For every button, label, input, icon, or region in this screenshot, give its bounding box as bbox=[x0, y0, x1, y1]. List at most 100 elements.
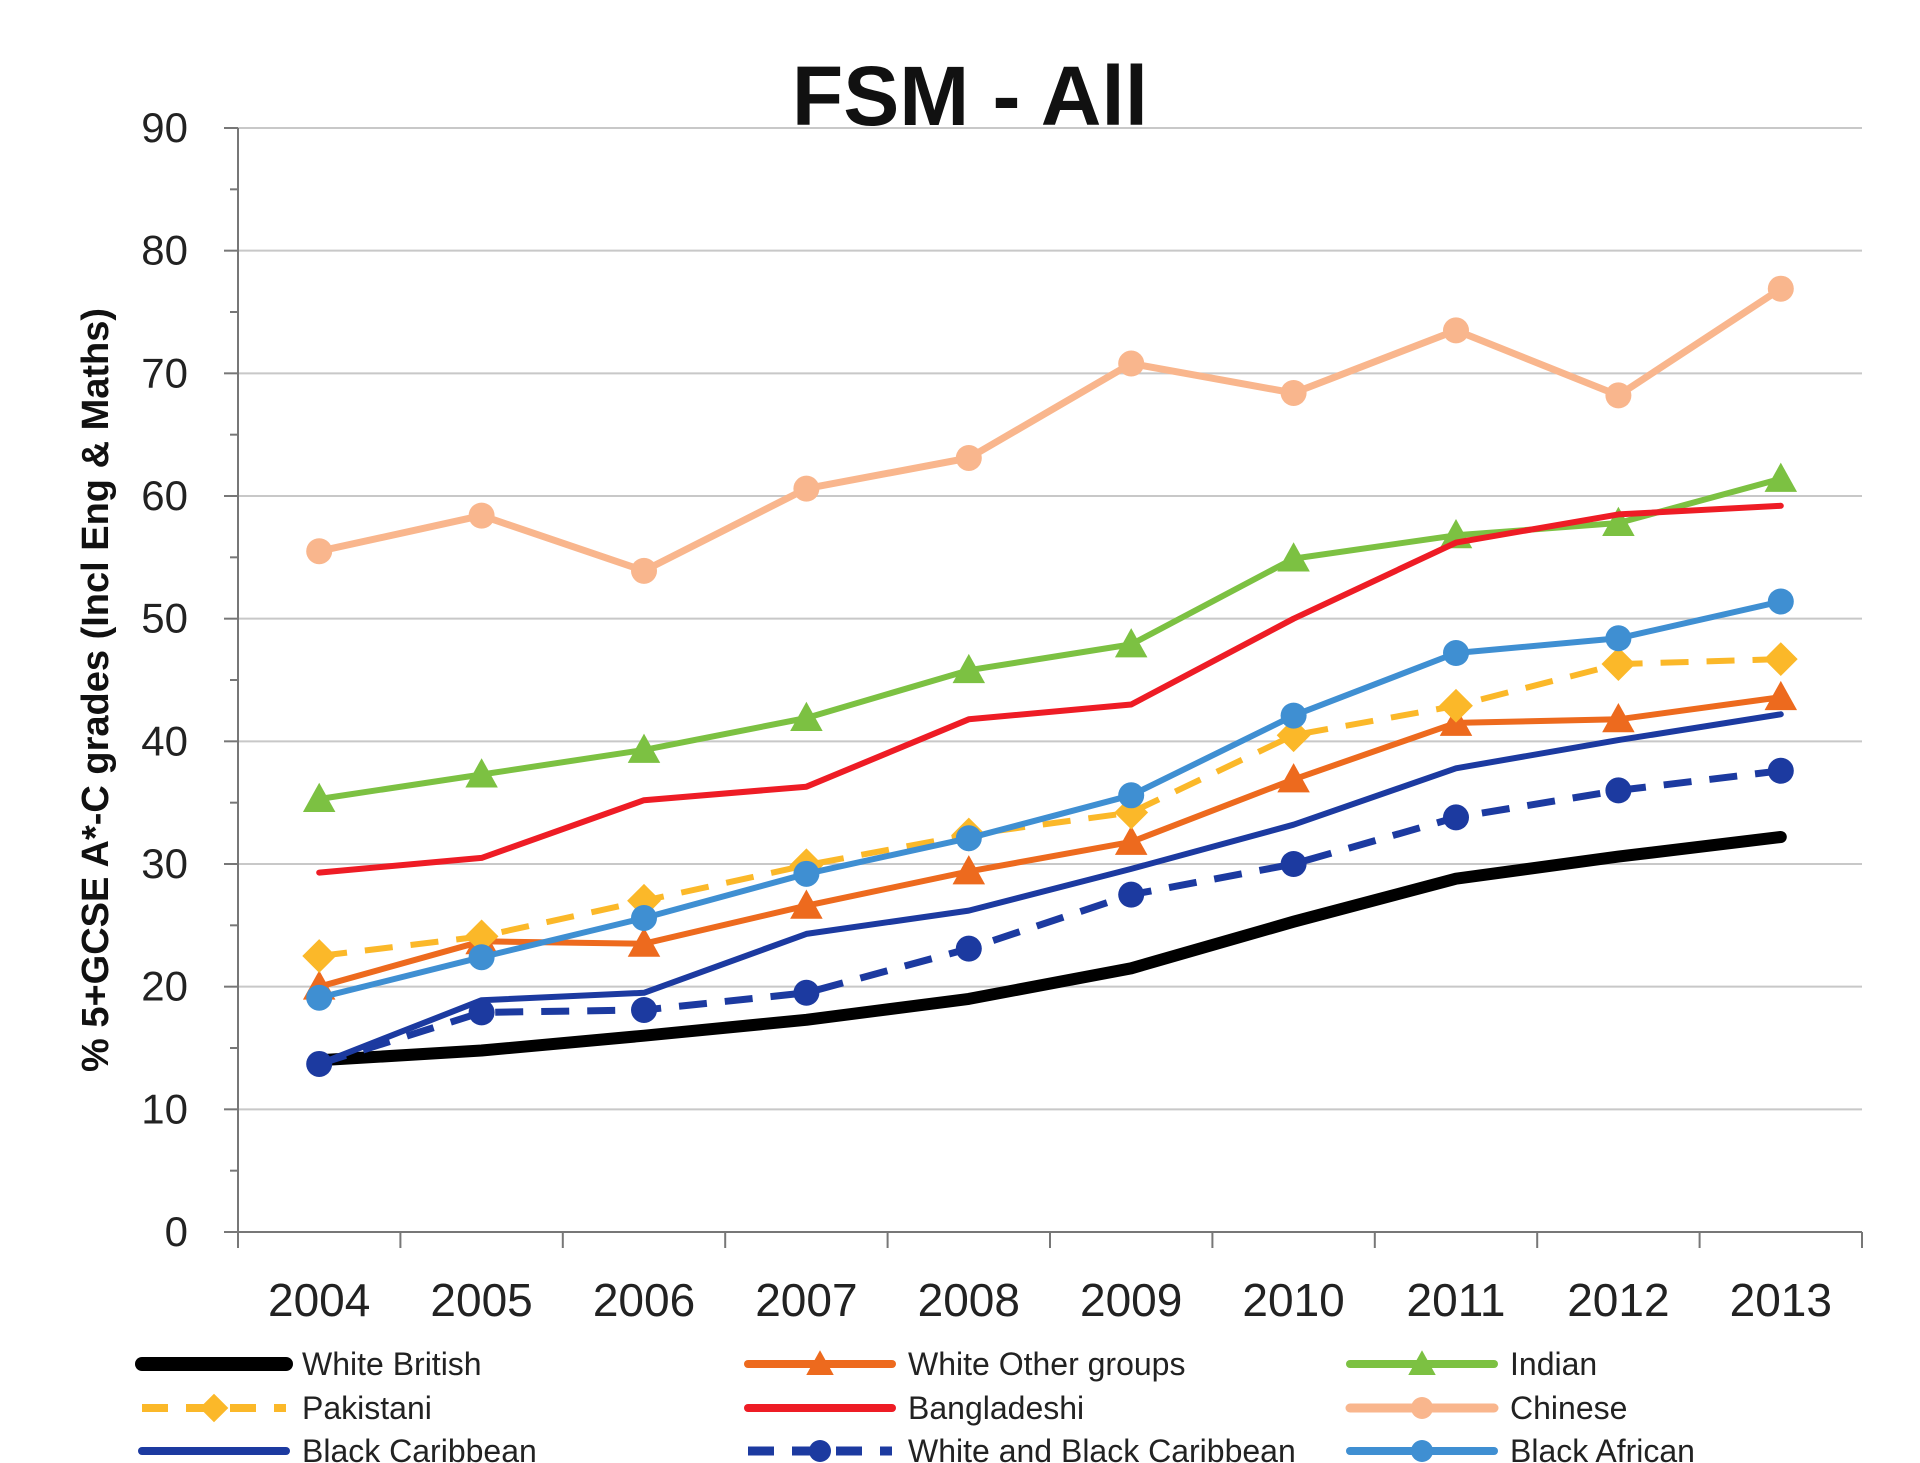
data-point bbox=[1767, 757, 1794, 784]
data-point bbox=[306, 984, 333, 1011]
data-point bbox=[790, 701, 823, 732]
data-point bbox=[1767, 588, 1794, 615]
series-line bbox=[316, 598, 1784, 1001]
data-point bbox=[1114, 628, 1148, 658]
data-point bbox=[1443, 640, 1469, 667]
x-tick-label: 2013 bbox=[1730, 1274, 1832, 1326]
data-point bbox=[1763, 642, 1798, 677]
series-line bbox=[318, 656, 1781, 959]
data-point bbox=[464, 919, 499, 954]
data-point bbox=[1280, 702, 1307, 729]
series-line bbox=[316, 694, 1784, 990]
data-point bbox=[1280, 379, 1307, 406]
y-tick-label: 30 bbox=[141, 840, 188, 887]
legend-label: Indian bbox=[1510, 1346, 1597, 1382]
data-point bbox=[465, 758, 498, 788]
data-point bbox=[955, 825, 982, 852]
series-line bbox=[316, 502, 1784, 876]
legend-item: White Other groups bbox=[744, 1346, 1185, 1382]
data-point bbox=[1443, 804, 1469, 831]
y-axis-label: % 5+GCSE A*-C grades (Incl Eng & Maths) bbox=[75, 308, 117, 1072]
data-point bbox=[302, 782, 336, 812]
data-point bbox=[955, 444, 982, 471]
data-point bbox=[793, 860, 820, 887]
legend-item: Black Caribbean bbox=[138, 1433, 537, 1463]
data-point bbox=[1605, 382, 1632, 409]
legend-item: White and Black Caribbean bbox=[748, 1433, 1296, 1463]
data-point bbox=[955, 935, 982, 962]
y-tick-label: 50 bbox=[141, 595, 188, 642]
x-tick-label: 2006 bbox=[593, 1274, 695, 1326]
data-point bbox=[627, 733, 661, 763]
legend-marker bbox=[1411, 1397, 1433, 1419]
legend-label: Chinese bbox=[1510, 1390, 1627, 1426]
data-point bbox=[468, 999, 495, 1026]
data-point bbox=[1277, 542, 1310, 572]
x-tick-label: 2008 bbox=[918, 1274, 1020, 1326]
data-point bbox=[302, 939, 337, 973]
data-point bbox=[306, 1050, 333, 1077]
data-point bbox=[631, 996, 657, 1023]
data-point bbox=[952, 855, 986, 885]
x-tick-label: 2005 bbox=[430, 1274, 532, 1326]
legend-item: White British bbox=[135, 1346, 482, 1382]
y-tick-label: 70 bbox=[141, 349, 188, 396]
x-tick-label: 2009 bbox=[1080, 1274, 1182, 1326]
legend-label: Black Caribbean bbox=[302, 1433, 537, 1463]
legend-label: Black African bbox=[1510, 1433, 1695, 1463]
data-point bbox=[1764, 680, 1798, 711]
data-point bbox=[1605, 777, 1632, 804]
series-line bbox=[313, 831, 1787, 1067]
x-tick-label: 2011 bbox=[1407, 1274, 1506, 1326]
series-line bbox=[316, 711, 1784, 1067]
data-point bbox=[1280, 851, 1307, 877]
series-black-african bbox=[306, 588, 1794, 1011]
series-bangladeshi bbox=[316, 502, 1784, 876]
legend-item: Indian bbox=[1346, 1346, 1597, 1382]
data-point bbox=[631, 904, 657, 931]
y-tick-label: 80 bbox=[141, 227, 188, 274]
legend-label: White British bbox=[302, 1346, 482, 1382]
data-point bbox=[1277, 763, 1310, 793]
x-tick-label: 2007 bbox=[755, 1274, 857, 1326]
series-white-british bbox=[313, 831, 1787, 1067]
x-tick-label: 2010 bbox=[1242, 1274, 1344, 1326]
data-point bbox=[1767, 275, 1794, 302]
y-tick-label: 40 bbox=[141, 717, 188, 764]
data-point bbox=[1602, 506, 1635, 536]
legend-item: Black African bbox=[1346, 1433, 1695, 1463]
legend-label: Bangladeshi bbox=[908, 1390, 1084, 1426]
data-point bbox=[1118, 782, 1145, 809]
x-tick-label: 2012 bbox=[1567, 1274, 1669, 1326]
legend-marker bbox=[1408, 1350, 1436, 1375]
series-lines bbox=[302, 275, 1798, 1077]
data-point bbox=[1114, 825, 1148, 855]
data-point bbox=[1439, 688, 1473, 723]
legend-label: White and Black Caribbean bbox=[908, 1433, 1296, 1463]
data-point bbox=[793, 979, 820, 1006]
data-point bbox=[1118, 350, 1145, 377]
y-tick-label: 10 bbox=[141, 1085, 188, 1132]
y-tick-label: 0 bbox=[165, 1208, 188, 1255]
legend-marker bbox=[1411, 1440, 1433, 1462]
data-point bbox=[1764, 462, 1798, 492]
data-point bbox=[306, 538, 333, 565]
data-point bbox=[468, 502, 495, 529]
data-point bbox=[1602, 703, 1635, 733]
data-point bbox=[1118, 881, 1145, 908]
legend-item: Chinese bbox=[1345, 1390, 1627, 1426]
y-tick-label: 60 bbox=[141, 472, 188, 519]
legend-marker bbox=[809, 1440, 831, 1462]
legend-label: Pakistani bbox=[302, 1390, 432, 1426]
legend-item: Pakistani bbox=[142, 1390, 432, 1426]
series-indian bbox=[302, 462, 1798, 812]
data-point bbox=[627, 927, 661, 957]
legend-item: Bangladeshi bbox=[744, 1390, 1084, 1426]
y-tick-label: 90 bbox=[141, 104, 188, 151]
legend-marker bbox=[806, 1350, 834, 1375]
legend-marker bbox=[199, 1393, 229, 1423]
data-point bbox=[1276, 718, 1311, 753]
data-point bbox=[468, 944, 495, 971]
